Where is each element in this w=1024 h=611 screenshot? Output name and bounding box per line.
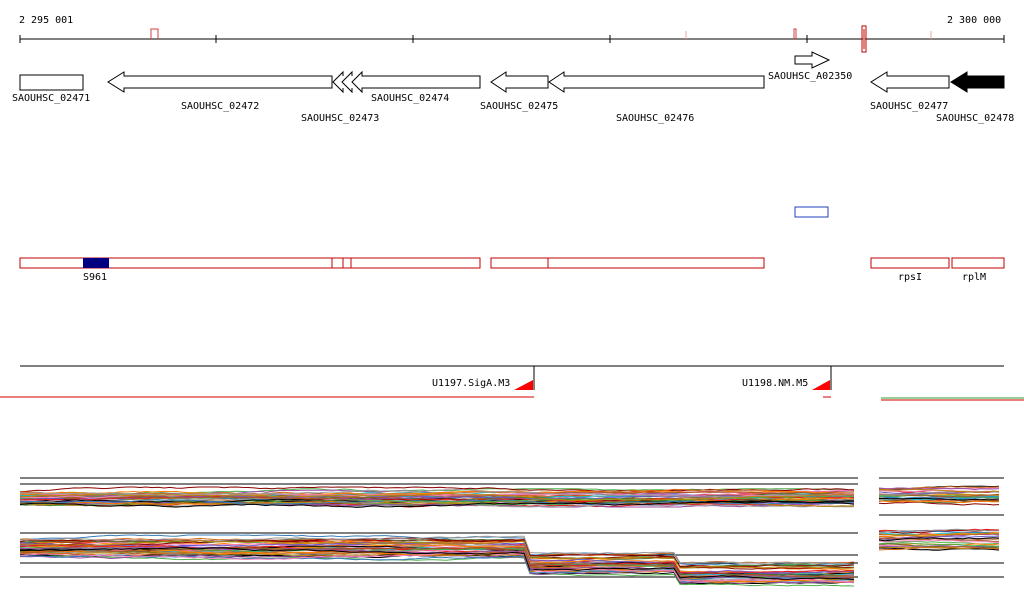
- ruler-marker: [150, 28, 159, 39]
- profile-line: [19, 501, 855, 508]
- gene-SAOUHSC_02475[interactable]: SAOUHSC_02475: [480, 71, 558, 112]
- gene-label: SAOUHSC_02478: [936, 113, 1014, 124]
- gene-label: SAOUHSC_02474: [371, 93, 449, 104]
- profile-line: [19, 500, 855, 508]
- profile-line: [878, 500, 1000, 504]
- segment-label: rpsI: [898, 272, 922, 283]
- profile-line: [19, 540, 855, 569]
- profile-line: [19, 490, 855, 496]
- segment-rpsI[interactable]: [870, 257, 950, 269]
- gene-label: SAOUHSC_02473: [301, 113, 379, 124]
- profile-line: [878, 537, 1000, 542]
- gene-arrow[interactable]: [950, 71, 1005, 93]
- ruler-ticks: [19, 35, 1005, 43]
- gene-arrow[interactable]: [490, 71, 549, 93]
- segment-label: S961: [83, 272, 107, 283]
- gene-SAOUHSC_02471[interactable]: SAOUHSC_02471: [12, 74, 90, 104]
- profile-line: [878, 542, 1000, 547]
- ruler-end-label: 2 300 000: [947, 15, 1001, 26]
- profile-line: [19, 546, 855, 581]
- promoter-triangle: [514, 380, 533, 390]
- profile-line: [19, 534, 855, 566]
- ruler-markers: [150, 25, 932, 53]
- profile-line: [19, 492, 855, 502]
- profile-line: [19, 499, 855, 506]
- promoter-triangle: [812, 380, 830, 390]
- gene-arrow[interactable]: [332, 70, 344, 94]
- gene-arrow[interactable]: [870, 71, 950, 93]
- gene-arrow[interactable]: [19, 74, 84, 91]
- gene-arrow[interactable]: [107, 71, 333, 93]
- segment[interactable]: [19, 257, 481, 269]
- profile-line: [878, 497, 1000, 501]
- promoter-label: U1198.NM.M5: [742, 378, 808, 389]
- srna-S961[interactable]: [83, 258, 109, 268]
- profile-line: [19, 554, 855, 581]
- gene-arrow[interactable]: [794, 51, 831, 69]
- coverage-track: [0, 396, 1024, 401]
- ruler-marker: [863, 29, 865, 49]
- expression-profiles: [19, 477, 1004, 587]
- profile-line: [878, 547, 1000, 551]
- profile-lines: [19, 534, 855, 587]
- gene-SAOUHSC_02477[interactable]: SAOUHSC_02477: [870, 71, 950, 112]
- profile-lines: [878, 485, 1000, 551]
- promoter-label: U1197.SigA.M3: [432, 378, 510, 389]
- promoter-U1197[interactable]: U1197.SigA.M3: [432, 366, 535, 390]
- profile-line: [878, 488, 1000, 493]
- profile-line: [19, 555, 855, 587]
- gene-label: SAOUHSC_02477: [870, 101, 948, 112]
- ruler-marker: [861, 25, 867, 53]
- profile-line: [879, 485, 1000, 490]
- annotation-box[interactable]: [794, 206, 829, 218]
- profile-line: [878, 545, 1000, 549]
- profile-line: [878, 495, 1000, 499]
- gene-SAOUHSC_02472[interactable]: SAOUHSC_02472: [107, 71, 333, 112]
- profile-line: [879, 543, 1000, 549]
- gene-SAOUHSC_02473[interactable]: SAOUHSC_02473: [301, 70, 379, 124]
- profile-line: [19, 535, 855, 565]
- profile-line: [19, 552, 854, 583]
- profile-line: [878, 532, 1000, 536]
- profile-line: [878, 532, 1000, 537]
- ruler-marker: [793, 28, 797, 39]
- gene-arrow[interactable]: [548, 71, 765, 93]
- coordinate-ruler: 2 295 001 2 300 000: [19, 15, 1005, 53]
- profile-lines: [19, 486, 855, 508]
- gene-arrow[interactable]: [351, 70, 481, 94]
- profile-panel-left-bottom: [19, 532, 858, 587]
- gene-label: SAOUHSC_02475: [480, 101, 558, 112]
- gene-label: SAOUHSC_A02350: [768, 71, 852, 82]
- gene-track: SAOUHSC_02471 SAOUHSC_02472 SAOUHSC_0247…: [12, 51, 1014, 124]
- profile-line: [878, 528, 999, 533]
- gene-SAOUHSC_A02350[interactable]: SAOUHSC_A02350: [768, 51, 852, 82]
- ruler-start-label: 2 295 001: [19, 15, 73, 26]
- gene-label: SAOUHSC_02476: [616, 113, 694, 124]
- gene-SAOUHSC_02476[interactable]: SAOUHSC_02476: [548, 71, 765, 124]
- gene-arrow[interactable]: [341, 70, 353, 94]
- profile-line: [878, 539, 1000, 544]
- gene-label: SAOUHSC_02472: [181, 101, 259, 112]
- promoter-U1198[interactable]: U1198.NM.M5: [742, 366, 832, 390]
- profile-panel-right: [878, 477, 1004, 578]
- gene-label: SAOUHSC_02471: [12, 93, 90, 104]
- segment-label: rplM: [962, 272, 986, 283]
- segment-rplM[interactable]: [951, 257, 1005, 269]
- segment-track: S961 rpsI rplM: [19, 257, 1005, 283]
- profile-line: [878, 501, 1000, 506]
- gene-SAOUHSC_02478[interactable]: SAOUHSC_02478: [936, 71, 1014, 124]
- promoter-track: U1197.SigA.M3 U1198.NM.M5: [20, 365, 1004, 390]
- gene-SAOUHSC_02474[interactable]: SAOUHSC_02474: [351, 70, 481, 104]
- segment[interactable]: [490, 257, 765, 269]
- profile-line: [878, 546, 1000, 551]
- profile-panel-left-top: [19, 477, 858, 508]
- profile-line: [19, 498, 855, 504]
- profile-line: [878, 487, 1000, 491]
